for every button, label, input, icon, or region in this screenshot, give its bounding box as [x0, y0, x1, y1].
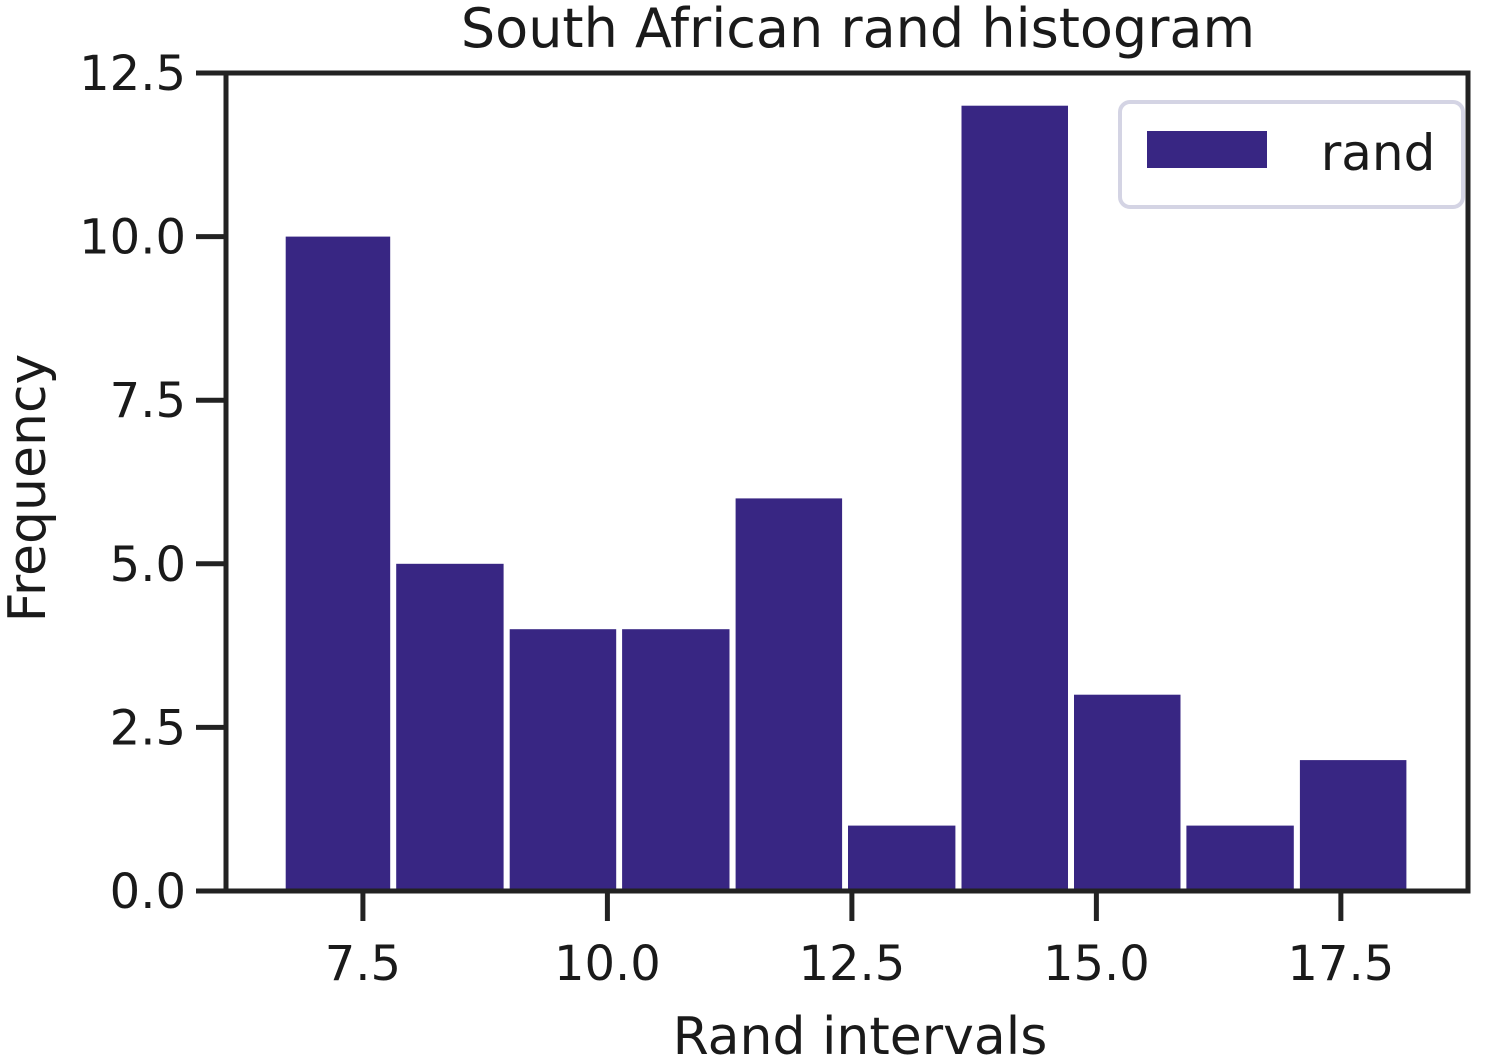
x-axis-label: Rand intervals	[673, 1007, 1048, 1061]
x-tick-label: 10.0	[554, 936, 661, 992]
y-axis-label: Frequency	[0, 354, 58, 623]
legend: rand	[1118, 100, 1465, 209]
legend-box	[1118, 100, 1465, 209]
y-tick-label: 2.5	[110, 700, 186, 756]
x-tick-label: 17.5	[1287, 936, 1394, 992]
histogram-bar-9	[1299, 760, 1407, 891]
histogram-bar-3	[622, 629, 730, 891]
histogram-bar-6	[961, 105, 1068, 891]
histogram-bar-8	[1186, 825, 1294, 891]
x-tick-label: 7.5	[325, 936, 401, 992]
y-axis-ticks: 0.0 2.5 5.0 7.5 10.0 12.5	[79, 46, 226, 920]
y-tick-label: 12.5	[79, 46, 186, 102]
legend-swatch-rand	[1147, 131, 1267, 168]
plot-frame	[223, 70, 1471, 894]
histogram-bar-5	[848, 825, 956, 891]
histogram-bar-7	[1074, 694, 1181, 891]
chart-title: South African rand histogram	[461, 0, 1255, 60]
x-tick-label: 12.5	[798, 936, 905, 992]
legend-label-rand: rand	[1321, 124, 1436, 182]
y-tick-label: 0.0	[110, 864, 186, 920]
y-tick-label: 7.5	[110, 373, 186, 429]
y-tick-label: 5.0	[110, 537, 186, 593]
histogram-bar-0	[285, 236, 391, 892]
histogram-bar-1	[396, 563, 504, 891]
x-tick-label: 15.0	[1043, 936, 1150, 992]
y-tick-label: 10.0	[79, 210, 186, 266]
bars-group	[285, 105, 1407, 892]
x-axis-ticks: 7.5 10.0 12.5 15.0 17.5	[325, 891, 1394, 992]
histogram-bar-2	[509, 629, 617, 891]
histogram-bar-4	[735, 498, 843, 891]
